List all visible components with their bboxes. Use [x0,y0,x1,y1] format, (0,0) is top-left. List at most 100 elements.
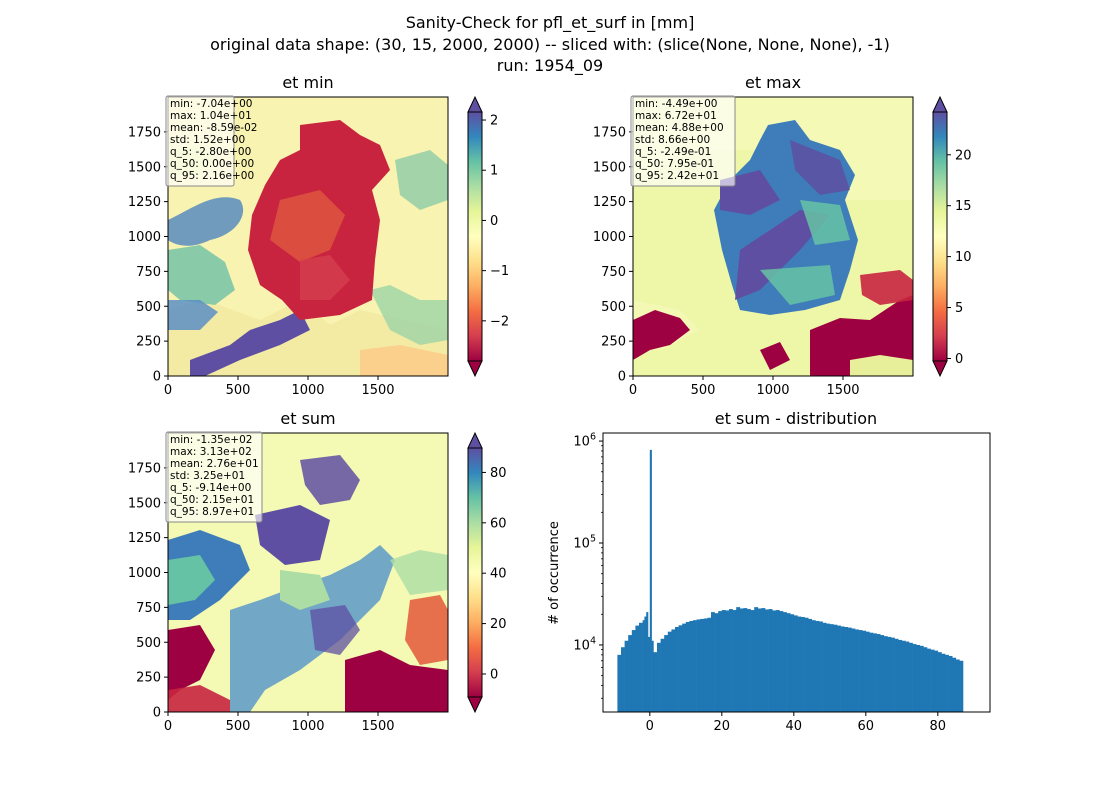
colorbar: −2 −1 0 1 2 [467,95,509,378]
panel-et-sum-distribution: et sum - distribution 0 20 40 60 80 10410510… [547,409,991,734]
figure-title-line-1: Sanity-Check for pfl_et_surf in [mm] [405,13,695,32]
y-axis-label: # of occurrence [547,521,562,625]
histogram-bar [651,640,654,712]
histogram-bar [664,635,669,712]
y-tick-label: 0 [618,370,626,385]
histogram-bar [901,640,906,712]
stats-line: max: 1.04e+01 [170,110,252,122]
y-tick-label: 1000 [128,566,161,581]
y-tick-label: 1750 [128,125,161,140]
histogram-bar [693,620,697,712]
histogram-bar [833,624,838,712]
y-tick-label: 106 [573,432,596,450]
stats-line: mean: -8.59e-02 [170,122,257,134]
stats-box: min: -4.49e+00 max: 6.72e+01 mean: 4.88e… [630,95,736,187]
x-tick-label: 1500 [826,383,859,398]
histogram-bar [797,616,802,712]
histogram-bar [927,648,931,712]
colorbar-tick-label: 60 [490,516,507,531]
stats-line: std: 3.25e+01 [170,470,245,482]
y-tick-label: 0 [153,706,161,721]
histogram-bar [808,618,813,712]
histogram-bar [736,607,741,712]
histogram-bar [743,608,748,712]
x-tick-label: 0 [164,719,172,734]
x-ticks: 0 500 1000 1500 [629,376,860,398]
stats-line: max: 6.72e+01 [635,110,717,122]
histogram-bar [718,611,723,712]
histogram-bar [648,636,651,712]
histogram-bar [894,638,899,712]
colorbar-tick-label: 0 [490,214,498,229]
histogram-bar [653,652,658,712]
histogram-bar [844,627,849,712]
y-tick-label: 0 [153,370,161,385]
panel-title: et sum [280,409,335,428]
colorbar-tick-label: 0 [955,352,963,367]
histogram-bar [851,628,856,712]
y-tick-label: 250 [136,335,161,350]
x-tick-label: 1500 [361,719,394,734]
y-ticks: 104 105 106 [573,432,603,699]
histogram-bar [865,631,870,712]
stats-line: mean: 2.76e+01 [170,458,259,470]
histogram-bar [617,654,622,712]
histogram-bar [793,615,798,712]
histogram-bar [750,610,755,712]
histogram-bar [635,625,640,712]
stats-line: max: 3.13e+02 [170,446,252,458]
y-tick-label: 250 [136,671,161,686]
x-ticks: 0 500 1000 1500 [164,712,395,734]
histogram-bar [675,627,679,712]
stats-line: min: -1.35e+02 [170,434,252,446]
histogram-bars [617,449,964,712]
figure-title-line-2: original data shape: (30, 15, 2000, 2000… [210,35,890,54]
histogram-bar [887,636,892,712]
histogram-bar [783,612,787,712]
histogram-bar [847,627,852,712]
axes-frame [602,432,991,713]
y-tick-label: 105 [573,534,596,552]
histogram-bar [721,610,726,712]
colorbar-tick-label: 2 [490,114,498,129]
histogram-bar [869,632,874,712]
histogram-bar [829,624,834,712]
histogram-bar [880,635,885,712]
histogram-bar [952,657,957,712]
stats-line: mean: 4.88e+00 [635,122,724,134]
histogram-bar [747,609,751,712]
colorbar-tick-label: 20 [955,148,972,163]
histogram-bar [945,654,949,712]
histogram-bar [862,630,867,712]
panel-title: et max [745,73,801,92]
histogram-bar [644,616,647,712]
colorbar: 0 5 10 15 20 [932,95,972,378]
y-tick-label: 1250 [593,195,626,210]
stats-line: q_95: 2.16e+00 [170,170,254,182]
histogram-bar [732,610,737,712]
histogram-bar [919,645,924,712]
y-tick-label: 1500 [593,160,626,175]
colorbar-tick-label: 80 [490,466,507,481]
y-tick-label: 750 [136,265,161,280]
y-tick-label: 104 [573,635,596,653]
y-tick-label: 1250 [128,195,161,210]
x-tick-label: 80 [930,719,947,734]
x-tick-label: 500 [226,383,251,398]
colorbar-tick-label: 20 [490,617,507,632]
x-tick-label: 60 [858,719,875,734]
y-tick-label: 750 [601,265,626,280]
colorbar: 0 20 40 60 80 [467,431,507,714]
colorbar-tick-label: −2 [490,314,509,329]
heatmap-image [168,433,448,712]
histogram-bar [916,644,921,712]
histogram-bar [624,640,629,712]
histogram-bar [660,638,665,712]
histogram-bar [912,644,917,712]
histogram-bar [905,641,910,712]
figure-title-line-3: run: 1954_09 [496,56,604,75]
stats-line: q_95: 8.97e+01 [170,506,254,518]
histogram-bar [883,636,888,712]
histogram-bar [725,610,730,712]
